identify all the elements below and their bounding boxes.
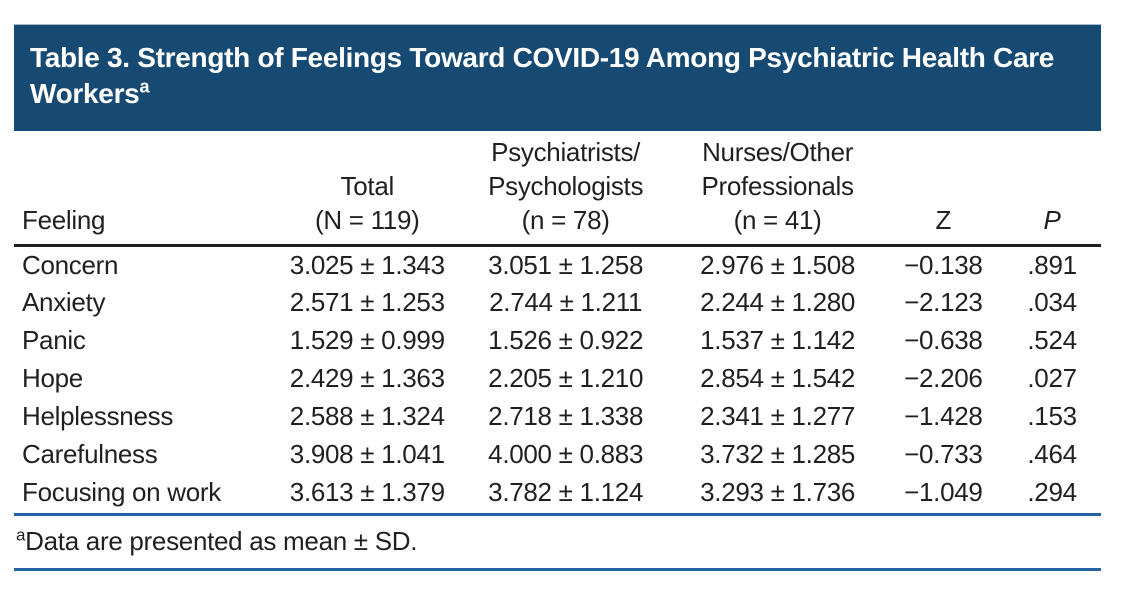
cell-total: 1.529 ± 0.999 xyxy=(289,325,445,355)
table-header: Feeling Total (N = 119) Psychiatrists/Psych… xyxy=(14,135,1101,247)
cell-nurses_other_professionals: 1.537 ± 1.142 xyxy=(700,325,856,355)
cell-p: .034 xyxy=(1027,287,1077,317)
cell-nurses_other_professionals: 3.732 ± 1.285 xyxy=(700,439,856,469)
table-row: Focusing on work 3.613 ± 1.379 3.782 ± 1.1… xyxy=(14,474,1101,512)
cell-psychiatrists_psychologists: 2.744 ± 1.211 xyxy=(489,287,643,317)
column-header-feeling: Feeling xyxy=(14,135,275,247)
cell-total: 3.025 ± 1.343 xyxy=(289,249,445,280)
cell-psychiatrists_psychologists: 2.718 ± 1.338 xyxy=(488,401,644,431)
table-row: Carefulness 3.908 ± 1.041 4.000 ± 0.883 3.7… xyxy=(14,436,1101,474)
cell-p: .464 xyxy=(1027,439,1077,469)
table-title: Table 3. Strength of Feelings Toward COV… xyxy=(30,42,1055,109)
column-header-psychiatrists_psychologists: Psychiatrists/Psychologists (n = 78) xyxy=(459,135,672,247)
cell-nurses_other_professionals: 2.976 ± 1.508 xyxy=(700,249,856,280)
cell-z: −2.206 xyxy=(904,363,983,393)
cell-p: .294 xyxy=(1027,477,1077,507)
column-header-nurses_other_professionals: Nurses/Other Professionals (n = 41) xyxy=(671,135,884,247)
header-row: Feeling Total (N = 119) Psychiatrists/Psych… xyxy=(14,135,1101,247)
cell-p: .027 xyxy=(1027,363,1077,393)
cell-feeling: Anxiety xyxy=(22,287,106,317)
table-footnote: aData are presented as mean ± SD. xyxy=(14,512,1101,571)
cell-feeling: Panic xyxy=(22,325,86,355)
cell-total: 3.613 ± 1.379 xyxy=(289,477,445,507)
footnote-text: Data are presented as mean ± SD. xyxy=(25,525,418,556)
table-row: Hope 2.429 ± 1.363 2.205 ± 1.210 2.854 ± 1.… xyxy=(14,360,1101,398)
cell-total: 2.588 ± 1.324 xyxy=(289,401,445,431)
table-title-bar: Table 3. Strength of Feelings Toward COV… xyxy=(14,24,1101,131)
cell-nurses_other_professionals: 2.341 ± 1.277 xyxy=(700,401,856,431)
table-row: Concern 3.025 ± 1.343 3.051 ± 1.258 2.976 ±… xyxy=(14,246,1101,284)
cell-total: 3.908 ± 1.041 xyxy=(289,439,445,469)
cell-z: −0.638 xyxy=(904,325,983,355)
feelings-table: Feeling Total (N = 119) Psychiatrists/Psych… xyxy=(14,135,1101,512)
cell-psychiatrists_psychologists: 3.782 ± 1.124 xyxy=(488,477,644,507)
cell-psychiatrists_psychologists: 2.205 ± 1.210 xyxy=(488,363,644,393)
cell-psychiatrists_psychologists: 1.526 ± 0.922 xyxy=(488,325,644,355)
cell-feeling: Focusing on work xyxy=(22,477,221,507)
cell-p: .153 xyxy=(1027,401,1077,431)
cell-total: 2.429 ± 1.363 xyxy=(289,363,445,393)
cell-psychiatrists_psychologists: 3.051 ± 1.258 xyxy=(488,249,644,280)
cell-nurses_other_professionals: 3.293 ± 1.736 xyxy=(700,477,856,507)
cell-p: .524 xyxy=(1027,325,1077,355)
table-figure: Table 3. Strength of Feelings Toward COV… xyxy=(14,24,1101,571)
column-header-p: P xyxy=(1003,135,1101,247)
cell-psychiatrists_psychologists: 4.000 ± 0.883 xyxy=(488,439,644,469)
cell-z: −0.733 xyxy=(904,439,983,469)
table-row: Helplessness 2.588 ± 1.324 2.718 ± 1.338 2.… xyxy=(14,398,1101,436)
cell-z: −1.049 xyxy=(904,477,983,507)
cell-feeling: Concern xyxy=(22,249,119,280)
column-header-total: Total (N = 119) xyxy=(274,135,460,247)
cell-z: −0.138 xyxy=(904,249,983,280)
cell-feeling: Carefulness xyxy=(22,439,158,469)
table-row: Anxiety 2.571 ± 1.253 2.744 ± 1.211 2.244 ±… xyxy=(14,284,1101,322)
table-title-footnote-marker: a xyxy=(139,76,150,97)
cell-feeling: Hope xyxy=(22,363,83,393)
cell-total: 2.571 ± 1.253 xyxy=(289,287,445,317)
table-row: Panic 1.529 ± 0.999 1.526 ± 0.922 1.537 ± 1… xyxy=(14,322,1101,360)
cell-z: −1.428 xyxy=(904,401,983,431)
cell-feeling: Helplessness xyxy=(22,401,174,431)
footnote-marker: a xyxy=(16,524,26,544)
cell-nurses_other_professionals: 2.244 ± 1.280 xyxy=(700,287,856,317)
cell-nurses_other_professionals: 2.854 ± 1.542 xyxy=(700,363,856,393)
cell-z: −2.123 xyxy=(904,287,983,317)
column-header-z: Z xyxy=(883,135,1004,247)
cell-p: .891 xyxy=(1027,249,1077,280)
table-body: Concern 3.025 ± 1.343 3.051 ± 1.258 2.976 ±… xyxy=(14,246,1101,512)
